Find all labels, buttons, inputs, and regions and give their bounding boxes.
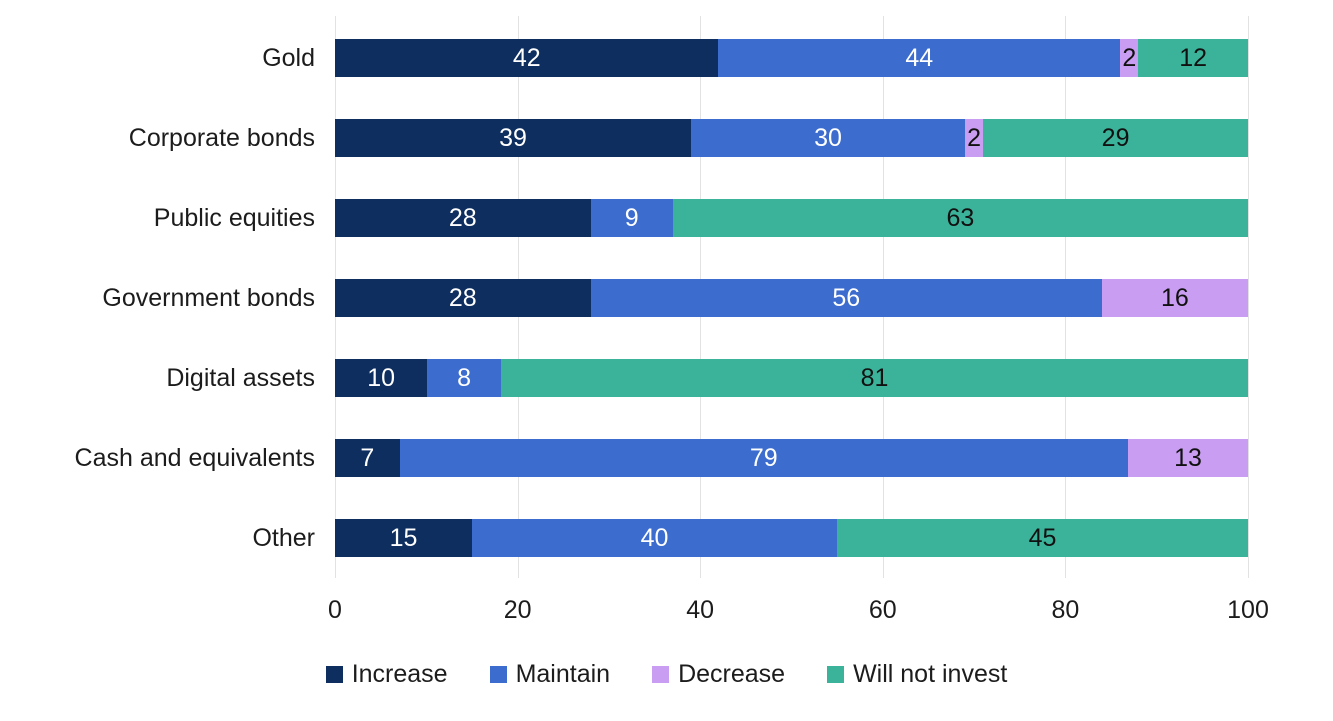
bar-value-label: 7	[360, 443, 375, 472]
bar-segment-will-not-invest: 45	[837, 519, 1248, 557]
bar-value-label: 79	[749, 443, 778, 472]
x-axis: 0 20 40 60 80 100	[328, 596, 1269, 630]
legend-label: Decrease	[678, 660, 786, 688]
bar-value-label: 15	[389, 523, 418, 552]
bar-value-label: 39	[499, 123, 527, 152]
chart-row-gold: Gold 42 44 2 12	[0, 18, 1248, 98]
bar-segment-increase: 15	[335, 519, 472, 557]
x-tick-label: 100	[1227, 596, 1269, 624]
legend-swatch-increase	[325, 666, 343, 683]
stacked-bar: 39 30 2 29	[335, 119, 1248, 157]
stacked-bar: 42 44 2 12	[335, 39, 1248, 77]
bar-value-label: 45	[1028, 523, 1057, 552]
bar-segment-maintain: 8	[427, 359, 501, 397]
stacked-bar: 28 56 16	[335, 279, 1248, 317]
bar-segment-maintain: 79	[399, 439, 1129, 477]
bar-segment-increase: 39	[335, 119, 692, 157]
bar-segment-will-not-invest: 29	[983, 119, 1248, 157]
bar-value-label: 29	[1101, 123, 1130, 152]
bar-value-label: 16	[1161, 283, 1189, 312]
bar-segment-maintain: 40	[471, 519, 838, 557]
category-label: Public equities	[153, 203, 315, 232]
legend-swatch-will-not-invest	[827, 666, 845, 683]
bar-value-label: 28	[448, 203, 477, 232]
bar-segment-maintain: 56	[590, 279, 1102, 317]
bar-segment-maintain: 44	[718, 39, 1121, 77]
bar-value-label: 42	[512, 43, 541, 72]
x-tick-label: 40	[686, 596, 715, 624]
bar-value-label: 10	[367, 363, 396, 392]
bar-value-label: 13	[1174, 443, 1202, 472]
x-tick-label: 60	[868, 596, 897, 624]
bar-segment-increase: 42	[335, 39, 719, 77]
chart-row-digital-assets: Digital assets 10 8 81	[0, 338, 1248, 418]
category-label: Corporate bonds	[128, 123, 315, 152]
x-tick-label: 20	[503, 596, 532, 624]
x-tick-label: 0	[328, 596, 342, 624]
gridline	[1248, 16, 1249, 578]
bar-segment-decrease: 16	[1101, 279, 1248, 317]
legend-swatch-maintain	[489, 666, 507, 683]
legend-item-will-not-invest: Will not invest	[827, 660, 1007, 689]
chart-row-public-equities: Public equities 28 9 63	[0, 178, 1248, 258]
bar-value-label: 81	[860, 363, 889, 392]
bar-value-label: 8	[457, 363, 472, 392]
bar-segment-decrease: 2	[1120, 39, 1139, 77]
category-label: Government bonds	[102, 283, 315, 312]
chart-rows: Gold 42 44 2 12 Corporate bonds 39 30 2 29 Public …	[0, 18, 1248, 578]
bar-segment-will-not-invest: 81	[500, 359, 1248, 397]
stacked-bar: 15 40 45	[335, 519, 1248, 557]
bar-segment-will-not-invest: 63	[672, 199, 1248, 237]
bar-value-label: 56	[832, 283, 861, 312]
stacked-bar: 10 8 81	[335, 359, 1248, 397]
legend-item-decrease: Decrease	[652, 660, 785, 689]
legend: Increase Maintain Decrease Will not invest	[0, 660, 1333, 689]
bar-segment-decrease: 2	[964, 119, 984, 157]
category-label: Digital assets	[166, 363, 315, 392]
category-label: Other	[252, 523, 315, 552]
bar-value-label: 63	[946, 203, 975, 232]
legend-label: Increase	[351, 660, 448, 688]
bar-segment-increase: 28	[335, 279, 591, 317]
bar-value-label: 28	[448, 283, 477, 312]
bar-segment-decrease: 13	[1128, 439, 1248, 477]
bar-value-label: 44	[905, 43, 934, 72]
stacked-bar: 7 79 13	[335, 439, 1248, 477]
bar-segment-increase: 10	[335, 359, 428, 397]
bar-value-label: 40	[640, 523, 669, 552]
chart-row-cash-and-equivalents: Cash and equivalents 7 79 13	[0, 418, 1248, 498]
bar-segment-increase: 28	[335, 199, 591, 237]
x-tick-label: 80	[1051, 596, 1080, 624]
bar-value-label: 2	[967, 123, 982, 152]
chart-row-government-bonds: Government bonds 28 56 16	[0, 258, 1248, 338]
stacked-bar: 28 9 63	[335, 199, 1248, 237]
legend-label: Maintain	[515, 660, 611, 688]
bar-segment-increase: 7	[335, 439, 400, 477]
bar-value-label: 12	[1179, 43, 1208, 72]
category-label: Cash and equivalents	[74, 443, 315, 472]
bar-value-label: 30	[814, 123, 842, 152]
legend-label: Will not invest	[853, 660, 1008, 688]
chart-row-corporate-bonds: Corporate bonds 39 30 2 29	[0, 98, 1248, 178]
legend-item-maintain: Maintain	[489, 660, 611, 689]
bar-value-label: 9	[624, 203, 639, 232]
bar-segment-maintain: 9	[590, 199, 673, 237]
legend-swatch-decrease	[652, 666, 670, 683]
bar-segment-will-not-invest: 12	[1138, 39, 1248, 77]
chart-row-other: Other 15 40 45	[0, 498, 1248, 578]
category-label: Gold	[262, 43, 315, 72]
legend-item-increase: Increase	[325, 660, 448, 689]
bar-value-label: 2	[1122, 43, 1137, 72]
bar-segment-maintain: 30	[691, 119, 965, 157]
